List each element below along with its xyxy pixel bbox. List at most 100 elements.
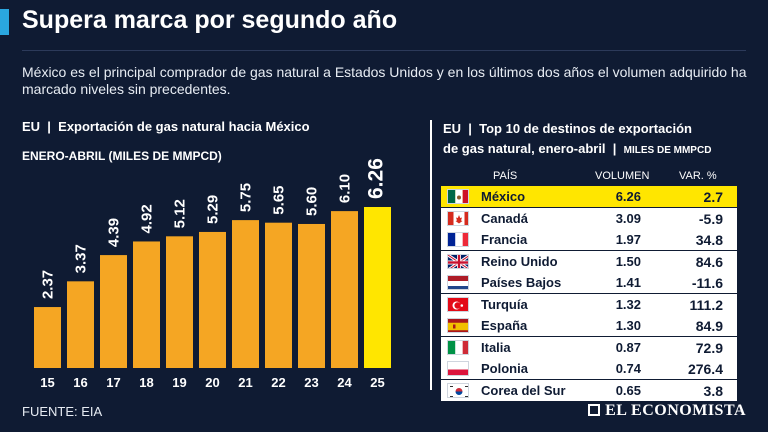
table-heading: EU | Top 10 de destinos de exportación d… xyxy=(443,119,711,161)
logo-text: EL ECONOMISTA xyxy=(605,402,746,419)
mexico-flag-icon xyxy=(447,189,469,204)
page-title: Supera marca por segundo año xyxy=(22,6,398,34)
row-country: Países Bajos xyxy=(481,275,562,290)
row-volumen: 1.50 xyxy=(615,253,641,269)
bar-label-16: 3.37 xyxy=(73,244,90,273)
x-tick-label: 24 xyxy=(337,375,352,390)
netherlands-flag-icon xyxy=(447,275,469,290)
row-country: Reino Unido xyxy=(481,253,558,269)
row-var: 111.2 xyxy=(689,296,724,313)
table-row: España 1.30 84.9 xyxy=(441,315,737,336)
bar-16 xyxy=(67,281,94,368)
table-row: Países Bajos 1.41 -11.6 xyxy=(441,272,737,293)
source-note: FUENTE: EIA xyxy=(22,404,103,419)
row-volumen: 0.74 xyxy=(615,361,641,376)
title-accent-bar xyxy=(0,9,9,35)
bar-label-22: 5.65 xyxy=(271,185,288,214)
bar-label-23: 5.60 xyxy=(304,187,321,216)
row-volumen: 3.09 xyxy=(615,210,641,226)
poland-flag-icon xyxy=(447,361,469,376)
row-volumen: 6.26 xyxy=(615,189,641,204)
table-column-headers: PAÍS VOLUMEN VAR. % xyxy=(441,166,737,186)
row-country: Polonia xyxy=(481,361,528,376)
row-country: Corea del Sur xyxy=(481,382,566,398)
bar-23 xyxy=(298,223,325,368)
x-tick-label: 22 xyxy=(271,375,285,390)
logo-square-icon xyxy=(588,404,601,416)
row-country: Turquía xyxy=(481,296,528,312)
spain-flag-icon xyxy=(447,318,469,333)
row-var: -11.6 xyxy=(691,275,723,291)
x-tick-label: 19 xyxy=(172,375,186,390)
bar-22 xyxy=(265,222,292,368)
x-tick-label: 17 xyxy=(106,375,120,390)
row-var: 84.6 xyxy=(695,253,723,270)
x-tick-label: 20 xyxy=(205,375,219,390)
intro-text: México es el principal comprador de gas … xyxy=(22,64,747,97)
bar-15 xyxy=(34,307,61,368)
row-country: Italia xyxy=(481,339,511,355)
destinations-table: PAÍS VOLUMEN VAR. % México 6.26 2.7 Canadá 3… xyxy=(441,166,737,401)
bar-label-15: 2.37 xyxy=(40,270,57,299)
x-tick-label: 25 xyxy=(370,375,384,390)
col-header-volumen: VOLUMEN xyxy=(595,170,650,182)
bar-17 xyxy=(100,255,127,368)
row-country: Francia xyxy=(481,232,528,247)
bar-label-24: 6.10 xyxy=(337,174,354,203)
row-country: España xyxy=(481,318,528,333)
section-divider xyxy=(430,120,432,390)
row-volumen: 0.65 xyxy=(615,382,641,398)
table-heading-line1: EU | Top 10 de destinos de exportación xyxy=(443,121,692,136)
bar-label-19: 5.12 xyxy=(172,199,189,228)
table-body: México 6.26 2.7 Canadá 3.09 -5.9 Francia 1.97 34… xyxy=(441,186,737,401)
title-divider xyxy=(22,50,746,51)
italy-flag-icon xyxy=(447,339,469,355)
row-var: 72.9 xyxy=(695,339,723,356)
korea-flag-icon xyxy=(447,382,469,398)
row-volumen: 1.97 xyxy=(615,232,641,247)
turkey-flag-icon xyxy=(447,296,469,312)
publisher-logo: EL ECONOMISTA xyxy=(588,402,746,420)
france-flag-icon xyxy=(447,232,469,247)
x-tick-label: 16 xyxy=(73,375,87,390)
table-row: Francia 1.97 34.8 xyxy=(441,229,737,250)
row-volumen: 1.32 xyxy=(615,296,641,312)
row-country: México xyxy=(481,189,526,204)
bar-18 xyxy=(133,241,160,368)
bar-label-25: 6.26 xyxy=(365,158,388,199)
canada-flag-icon xyxy=(447,210,469,226)
table-row: Turquía 1.32 111.2 xyxy=(441,293,737,315)
table-heading-unit: MILES DE MMPCD xyxy=(623,145,712,156)
x-tick-label: 21 xyxy=(238,375,252,390)
bar-21 xyxy=(232,220,259,368)
chart-subheading: ENERO-ABRIL (MILES DE MMPCD) xyxy=(22,149,222,163)
table-heading-line2: de gas natural, enero-abril | MILES DE M… xyxy=(443,139,711,161)
bar-label-18: 4.92 xyxy=(139,204,156,233)
table-row: Reino Unido 1.50 84.6 xyxy=(441,250,737,272)
row-volumen: 1.30 xyxy=(615,318,641,333)
table-row: Canadá 3.09 -5.9 xyxy=(441,207,737,229)
row-var: 84.9 xyxy=(695,318,723,334)
row-var: 2.7 xyxy=(703,189,723,205)
x-tick-label: 18 xyxy=(139,375,153,390)
bar-20 xyxy=(199,231,226,368)
bar-label-20: 5.29 xyxy=(205,195,222,224)
row-country: Canadá xyxy=(481,210,528,226)
col-header-var: VAR. % xyxy=(679,170,717,182)
row-var: -5.9 xyxy=(698,210,723,227)
row-var: 34.8 xyxy=(695,232,723,248)
table-heading-line2-text: de gas natural, enero-abril | xyxy=(443,141,624,156)
table-row: Polonia 0.74 276.4 xyxy=(441,358,737,379)
bar-label-17: 4.39 xyxy=(106,218,123,247)
table-row: México 6.26 2.7 xyxy=(441,186,737,207)
row-volumen: 1.41 xyxy=(615,275,641,290)
bar-25 xyxy=(364,207,391,368)
table-row: Corea del Sur 0.65 3.8 xyxy=(441,379,737,401)
x-tick-label: 15 xyxy=(40,375,54,390)
chart-heading: EU | Exportación de gas natural hacia Mé… xyxy=(22,119,310,134)
bar-chart: 2.37 15 3.37 16 4.39 17 4.92 18 5.12 19 5.29 20 5.75… xyxy=(34,158,391,390)
bar-label-21: 5.75 xyxy=(238,183,255,212)
uk-flag-icon xyxy=(447,253,469,269)
bar-24 xyxy=(331,211,358,368)
row-volumen: 0.87 xyxy=(615,339,641,355)
